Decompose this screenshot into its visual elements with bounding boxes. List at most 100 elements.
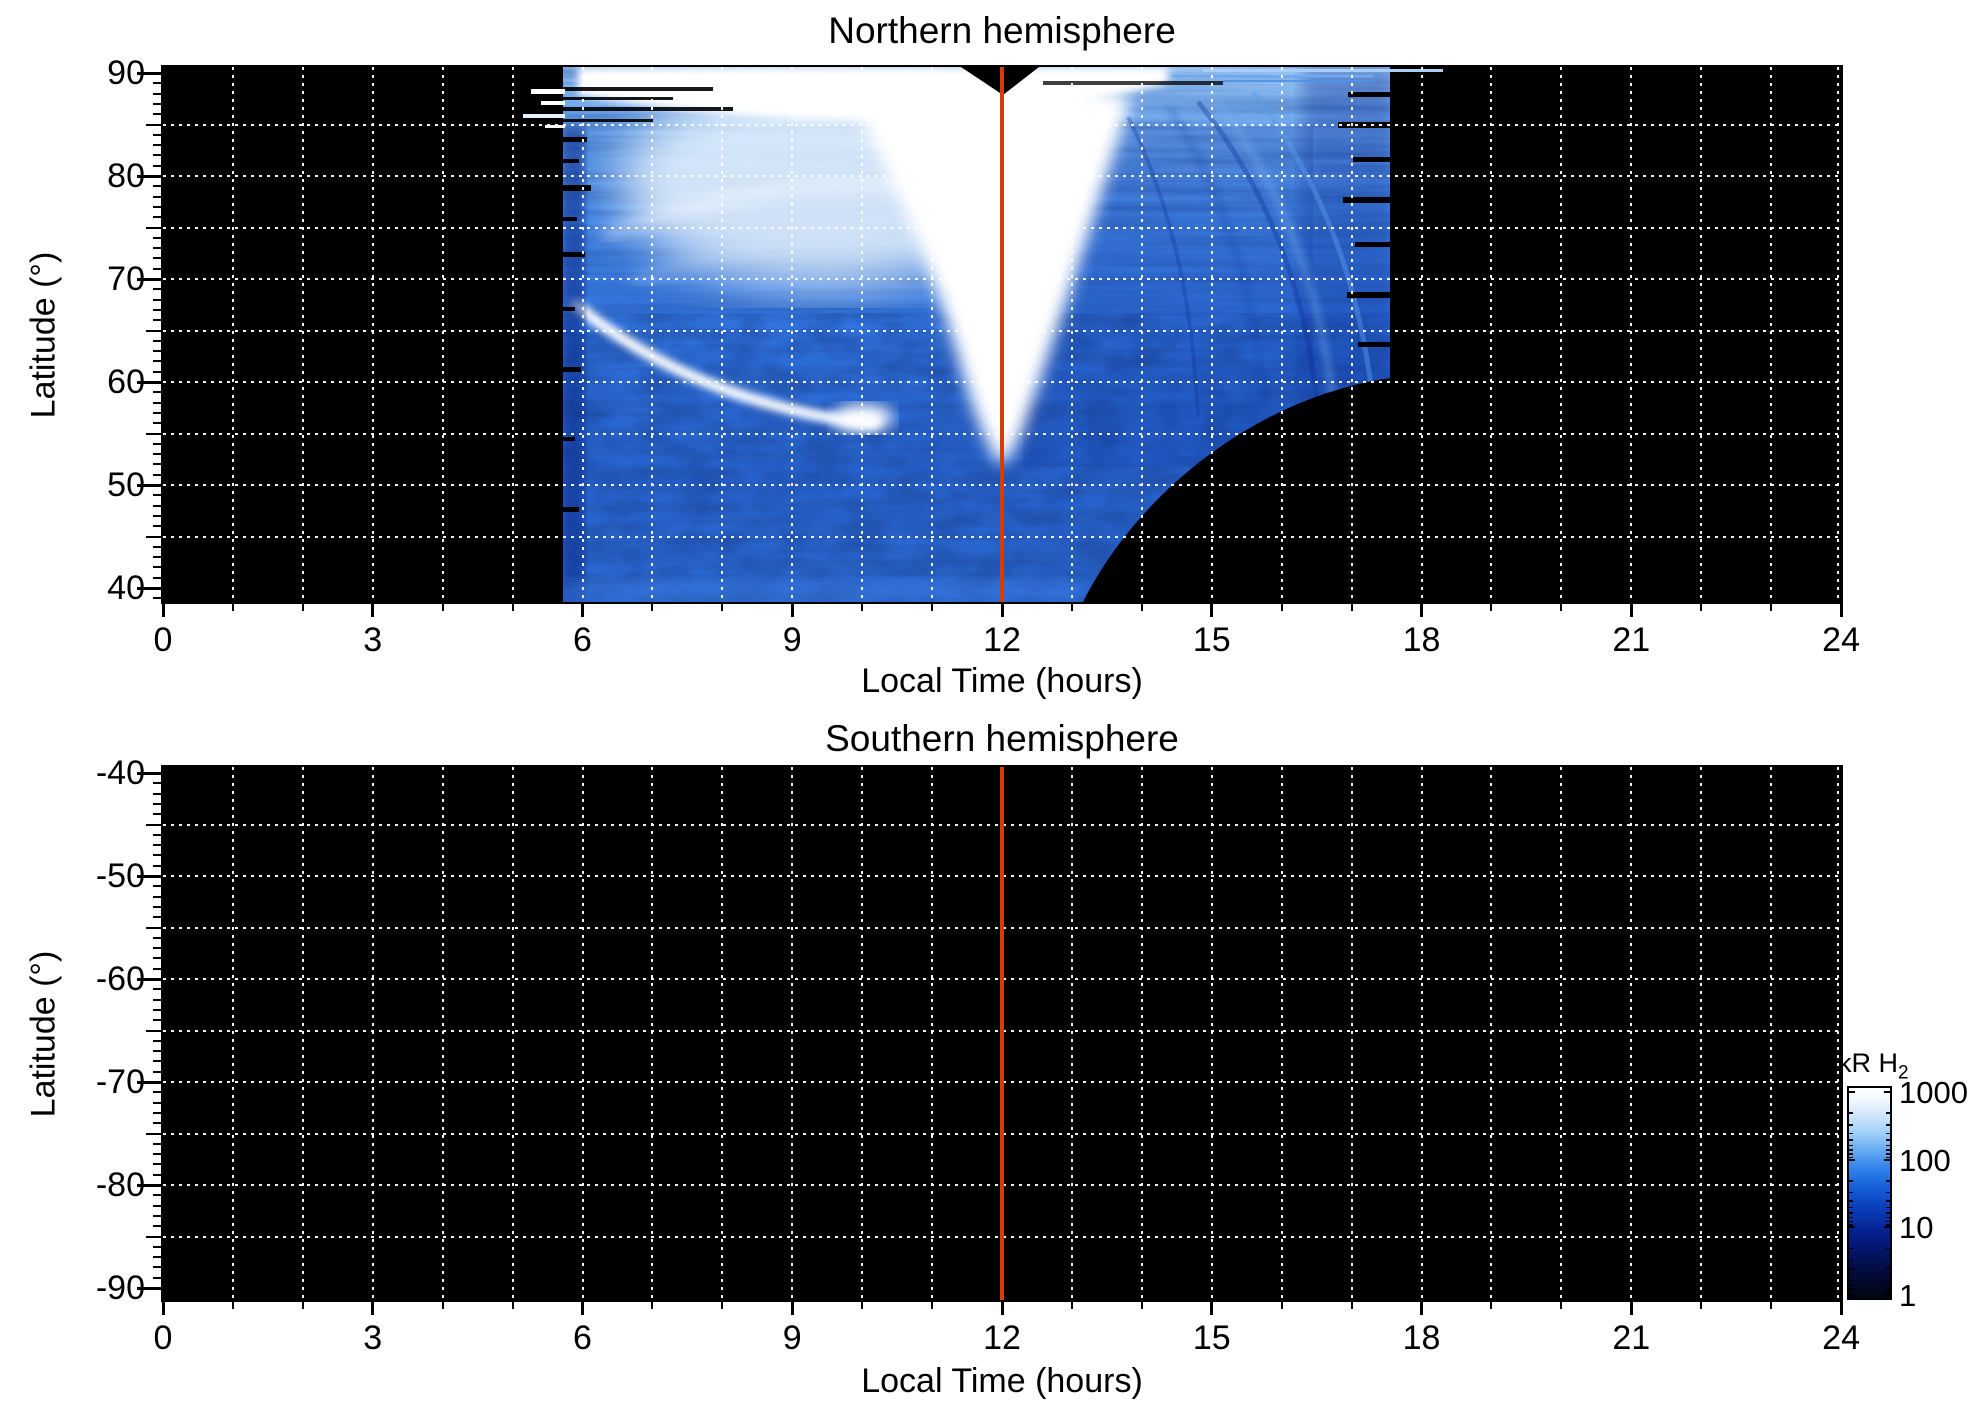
x-tick-label: 18	[1402, 1319, 1441, 1357]
colorbar-minor-tick	[1886, 1144, 1890, 1147]
colorbar-minor-tick	[1849, 1206, 1853, 1209]
south-x-axis-label: Local Time (hours)	[861, 1362, 1143, 1400]
y-axis-tick	[153, 504, 163, 507]
south-plot-clip	[163, 767, 1841, 1300]
colorbar-minor-tick	[1849, 1247, 1853, 1250]
colorbar-minor-tick	[1849, 1291, 1853, 1294]
y-axis-tick	[153, 391, 163, 394]
colorbar-minor-tick	[1886, 1279, 1890, 1282]
y-axis-tick	[153, 895, 163, 898]
x-axis-tick	[1700, 1300, 1703, 1309]
y-axis-tick	[153, 1111, 163, 1114]
y-axis-tick	[153, 597, 163, 600]
x-axis-tick	[371, 1300, 375, 1315]
colorbar-tick	[1849, 1091, 1855, 1093]
y-axis-tick	[153, 339, 163, 342]
y-tick-label: -80	[95, 1166, 145, 1204]
north-plot-area: 90 80 70 60 50 40 0 3 6 9 12 15 18 21 24	[107, 55, 1860, 658]
grid-line-vertical	[861, 67, 864, 602]
colorbar-gradient	[1849, 1088, 1890, 1298]
grid-line-vertical	[1700, 767, 1703, 1300]
y-axis-tick	[153, 792, 163, 795]
grid-line-vertical	[1630, 67, 1633, 602]
noon-marker-line	[1000, 67, 1005, 602]
colorbar-tick	[1884, 1226, 1890, 1229]
colorbar-minor-tick	[1849, 1259, 1853, 1262]
grid-line-vertical	[1070, 767, 1073, 1300]
grid-line-vertical	[581, 767, 584, 1300]
colorbar-minor-tick	[1849, 1132, 1853, 1135]
x-axis-tick	[161, 602, 165, 617]
y-axis-tick	[153, 885, 163, 888]
y-axis-tick	[153, 370, 163, 373]
colorbar-minor-tick	[1849, 1220, 1853, 1223]
y-axis-tick	[153, 473, 163, 476]
colorbar-title: kR H2	[1838, 1048, 1909, 1084]
grid-line-vertical	[511, 67, 514, 602]
colorbar-minor-tick	[1886, 1149, 1890, 1151]
grid-line-vertical	[1560, 767, 1563, 1300]
colorbar-tick	[1884, 1294, 1890, 1296]
x-axis-tick	[1210, 602, 1214, 617]
y-tick-label: -40	[95, 754, 145, 792]
y-tick-label: -70	[95, 1063, 145, 1101]
south-plot-area: -40 -50 -60 -70 -80 -90 0 3 6 9 12 15 18 21 24	[96, 755, 1860, 1356]
y-tick-label: 70	[107, 260, 145, 298]
y-axis-tick	[146, 1029, 163, 1032]
x-axis-tick	[161, 1300, 165, 1315]
grid-line-vertical	[1630, 767, 1633, 1300]
y-axis-tick	[146, 123, 163, 126]
y-axis-tick	[146, 823, 163, 826]
colorbar-minor-tick	[1849, 1216, 1853, 1219]
y-tick-label: 80	[107, 157, 145, 195]
x-axis-tick	[511, 1300, 514, 1309]
grid-line-vertical	[1490, 767, 1493, 1300]
y-axis-tick	[153, 947, 163, 950]
colorbar-minor-tick	[1886, 1216, 1890, 1219]
x-tick-label: 21	[1612, 621, 1651, 659]
colorbar-minor-tick	[1849, 1268, 1853, 1270]
y-axis-tick	[153, 401, 163, 404]
grid-line-vertical	[441, 767, 444, 1300]
x-axis-tick	[1839, 602, 1843, 617]
colorbar-minor-tick	[1886, 1220, 1890, 1223]
grid-line-vertical	[861, 767, 864, 1300]
y-axis-tick	[153, 957, 163, 960]
y-axis-tick	[153, 1122, 163, 1125]
colorbar-minor-tick	[1886, 1224, 1890, 1226]
y-axis-tick	[153, 411, 163, 414]
x-axis-tick	[441, 602, 444, 611]
y-axis-tick	[137, 1184, 163, 1187]
colorbar-minor-tick	[1849, 1156, 1853, 1159]
grid-line-vertical	[1350, 67, 1353, 602]
y-axis-tick	[137, 875, 163, 878]
grid-line-vertical	[721, 767, 724, 1300]
x-axis-tick	[1210, 1300, 1214, 1315]
y-axis-tick	[153, 298, 163, 301]
colorbar-minor-tick	[1886, 1212, 1890, 1214]
y-axis-tick	[153, 1163, 163, 1166]
north-x-axis-label: Local Time (hours)	[861, 662, 1143, 700]
y-axis-tick	[153, 998, 163, 1001]
colorbar-minor-tick	[1849, 1149, 1853, 1151]
y-axis-tick	[153, 1050, 163, 1053]
grid-line-vertical	[511, 767, 514, 1300]
colorbar-minor-tick	[1849, 1200, 1853, 1202]
grid-line-vertical	[931, 67, 934, 602]
colorbar-minor-tick	[1886, 1274, 1890, 1277]
y-axis-tick	[153, 545, 163, 548]
y-axis-tick	[153, 802, 163, 805]
colorbar-minor-tick	[1886, 1206, 1890, 1209]
y-axis-tick	[153, 463, 163, 466]
y-tick-label: 50	[107, 466, 145, 504]
y-axis-tick	[153, 1142, 163, 1145]
grid-line-vertical	[931, 767, 934, 1300]
x-axis-tick	[1070, 602, 1073, 611]
x-axis-tick	[1000, 602, 1004, 617]
x-axis-tick	[1420, 602, 1424, 617]
colorbar-minor-tick	[1849, 1144, 1853, 1147]
x-axis-tick	[790, 602, 794, 617]
y-axis-tick	[153, 1039, 163, 1042]
y-tick-label: 60	[107, 363, 145, 401]
y-axis-tick	[153, 494, 163, 497]
